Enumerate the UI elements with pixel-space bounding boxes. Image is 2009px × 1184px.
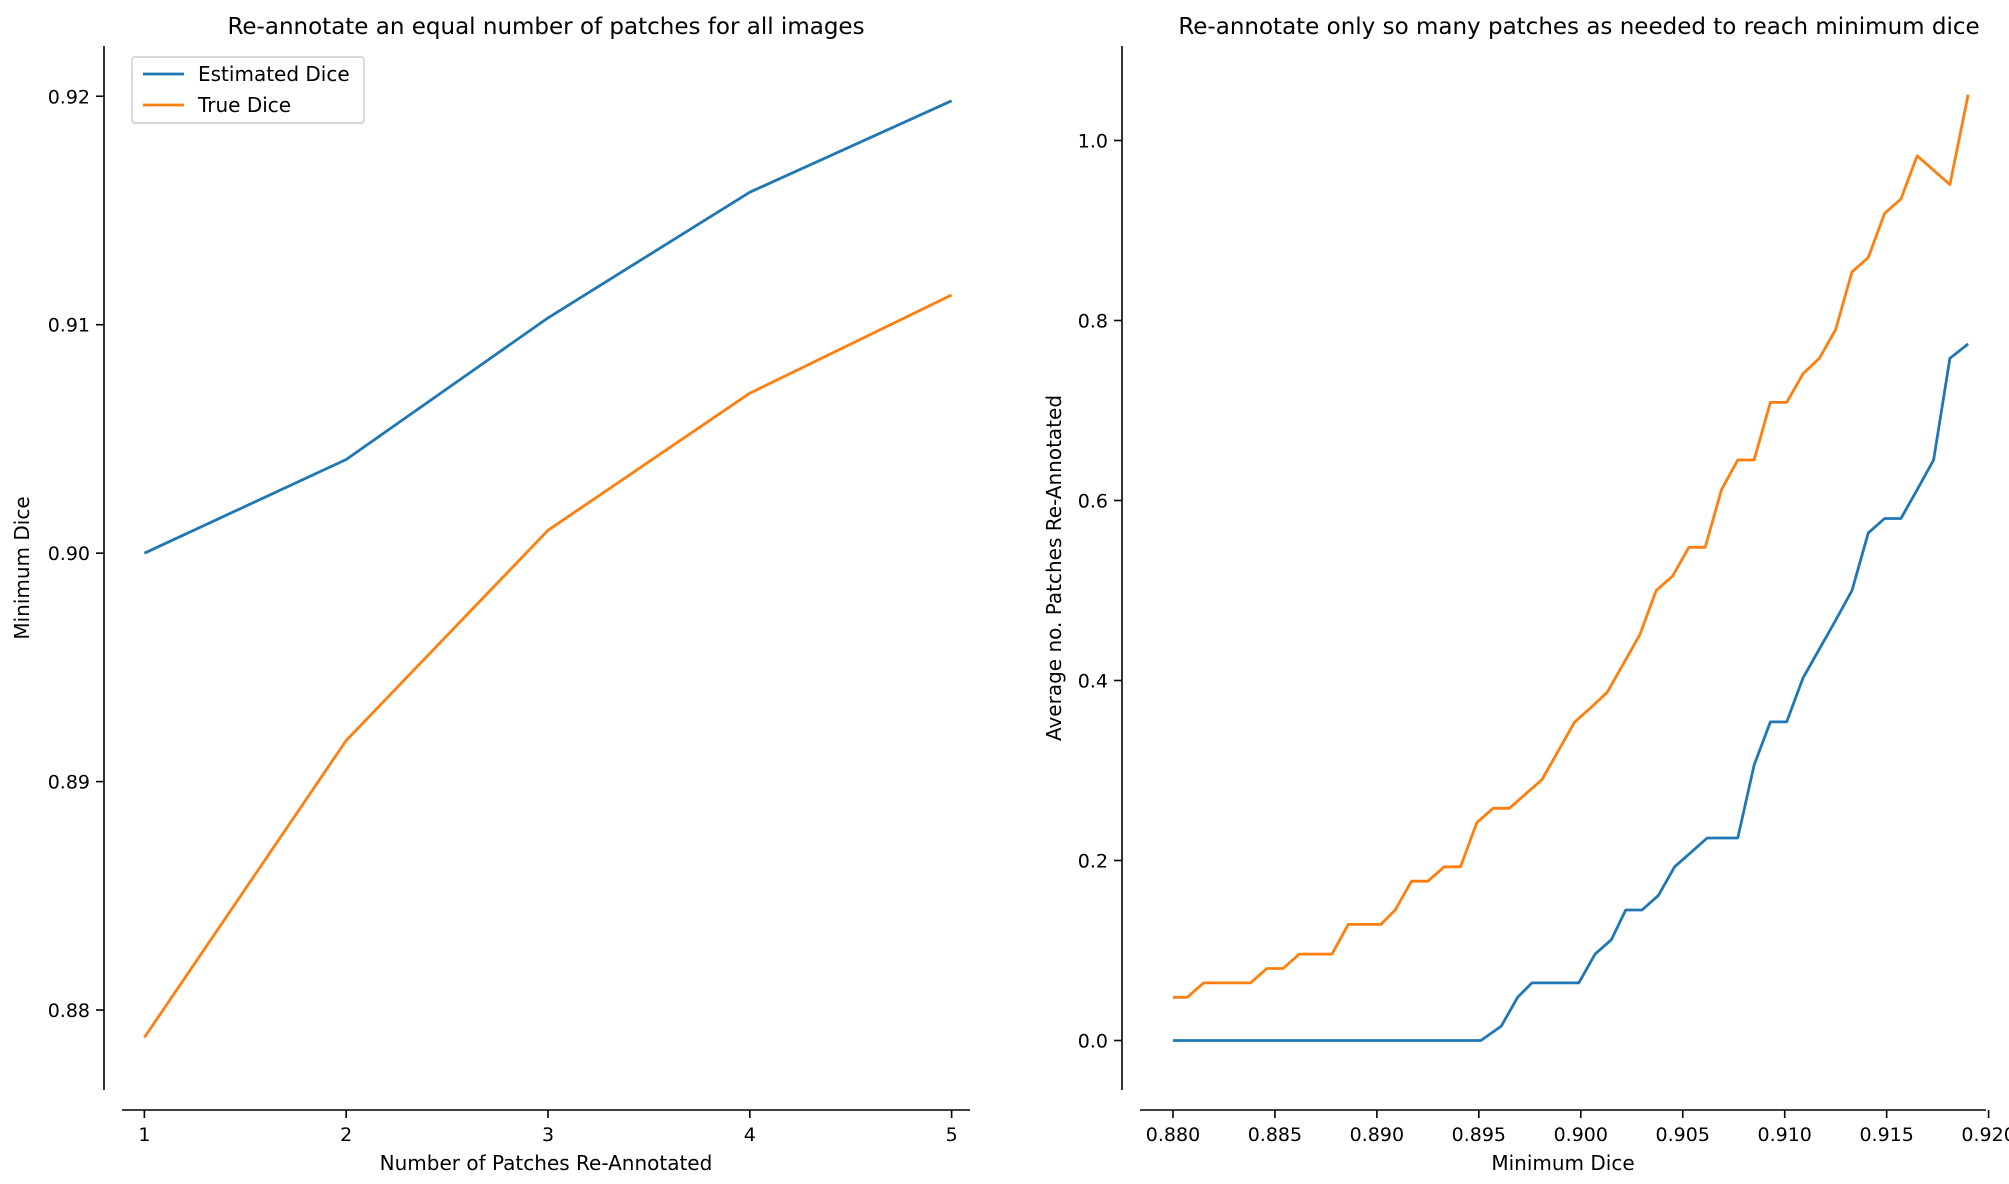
right-x-tick-label: 0.905 [1656,1124,1710,1146]
right-x-tick-label: 0.920 [1961,1124,2009,1146]
right-y-axis-label: Average no. Patches Re-Annotated [1042,395,1066,741]
left-series-line-true-dice [143,293,953,1039]
left-series-line-estimated-dice [143,99,953,555]
legend-box [131,56,365,124]
right-series-line-true-dice [1173,94,1970,999]
left-y-axis-label: Minimum Dice [10,496,34,639]
left-x-axis-label: Number of Patches Re-Annotated [380,1151,713,1175]
left-x-ticks: 1 2 3 4 5 [138,1110,958,1146]
right-series-line-estimated-dice [1173,342,1970,1042]
right-x-tick-label: 0.895 [1452,1124,1506,1146]
right-chart-title: Re-annotate only so many patches as need… [1178,14,1979,40]
left-y-tick-label: 0.92 [48,86,90,108]
left-y-ticks: 0.88 0.89 0.90 0.91 0.92 [48,86,104,1022]
right-x-tick-label: 0.900 [1554,1124,1608,1146]
left-y-tick-label: 0.89 [48,772,90,794]
right-x-tick-label: 0.880 [1146,1124,1200,1146]
right-series-lines [1173,94,1970,1042]
left-x-tick-label: 3 [542,1124,554,1146]
legend-label-true-dice: True Dice [197,93,291,117]
right-y-tick-label: 0.6 [1078,491,1108,513]
right-y-tick-label: 1.0 [1078,131,1108,153]
left-y-tick-label: 0.91 [48,315,90,337]
left-series-lines [143,99,953,1039]
legend-label-estimated-dice: Estimated Dice [198,62,350,86]
right-x-tick-label: 0.910 [1757,1124,1811,1146]
right-x-axis-label: Minimum Dice [1491,1151,1634,1175]
left-chart-panel: Re-annotate an equal number of patches f… [10,14,970,1175]
right-x-tick-label: 0.885 [1248,1124,1302,1146]
right-x-ticks: 0.880 0.885 0.890 0.895 0.900 0.905 0.910 0.915… [1146,1110,2009,1146]
right-y-tick-label: 0.2 [1078,851,1108,873]
right-x-tick-label: 0.915 [1859,1124,1913,1146]
right-x-tick-label: 0.890 [1350,1124,1404,1146]
right-y-ticks: 0.0 0.2 0.4 0.6 0.8 1.0 [1078,131,1122,1053]
left-x-tick-label: 5 [946,1124,958,1146]
right-y-tick-label: 0.0 [1078,1031,1108,1053]
right-y-tick-label: 0.8 [1078,311,1108,333]
right-chart-panel: Re-annotate only so many patches as need… [1042,14,2009,1175]
left-x-tick-label: 1 [138,1124,150,1146]
left-x-tick-label: 2 [340,1124,352,1146]
left-y-tick-label: 0.90 [48,543,90,565]
right-y-tick-label: 0.4 [1078,671,1108,693]
left-chart-title: Re-annotate an equal number of patches f… [227,14,864,40]
left-x-tick-label: 4 [744,1124,756,1146]
left-y-tick-label: 0.88 [48,1000,90,1022]
legend: Estimated Dice True Dice [131,56,365,124]
